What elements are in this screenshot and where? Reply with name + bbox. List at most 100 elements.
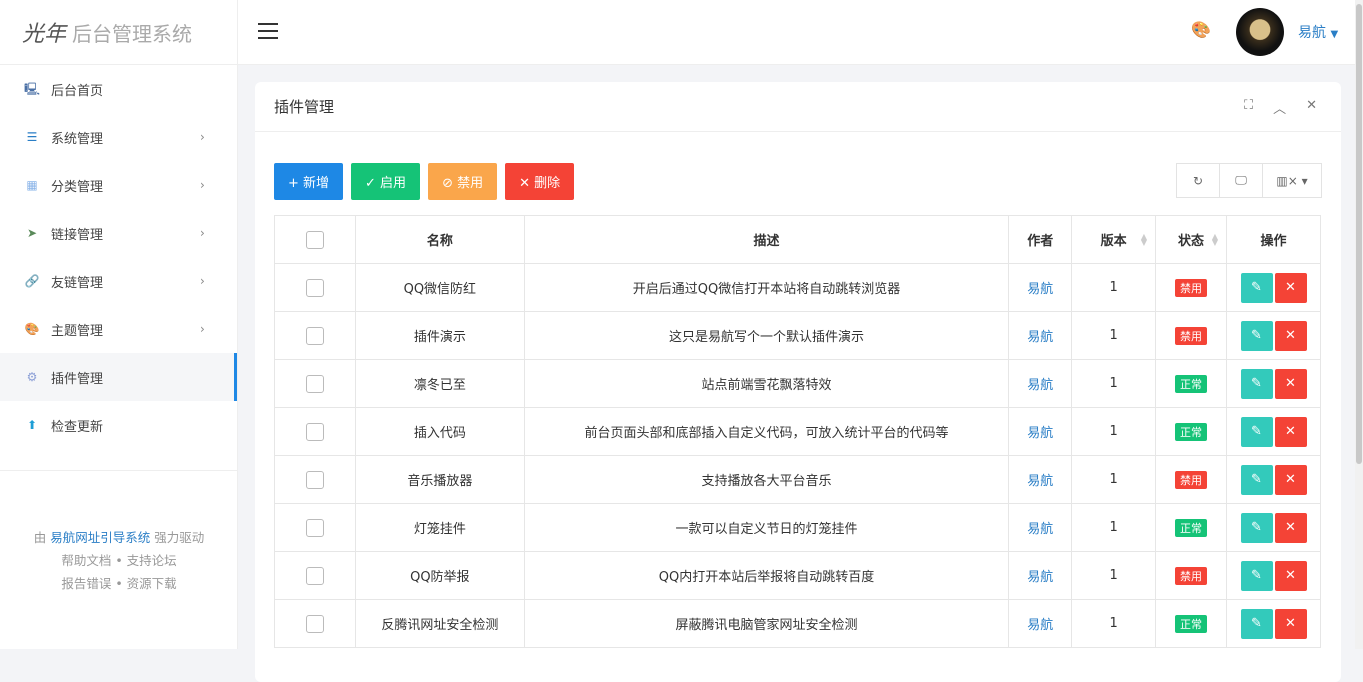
sidebar-item-label: 友链管理 (51, 275, 104, 291)
plugin-author[interactable]: 易航 (1008, 407, 1073, 456)
sidebar-item-6[interactable]: ⚙ 插件管理 (0, 353, 237, 401)
col-status[interactable]: 状态 ▲ ▼ (1155, 215, 1228, 264)
close-icon: ✕ (1285, 519, 1296, 535)
collapse-icon[interactable]: ︿ (1273, 102, 1287, 117)
sidebar-item-5[interactable]: 🎨 主题管理 › (0, 305, 237, 353)
row-checkbox[interactable] (305, 326, 324, 345)
plugin-desc: 这只是易航写个一个默认插件演示 (523, 311, 1010, 360)
sidebar-item-label: 链接管理 (51, 227, 104, 243)
columns-icon[interactable]: ▥× ▾ (1276, 173, 1308, 188)
pencil-icon: ✎ (1251, 519, 1262, 535)
select-all-checkbox[interactable] (305, 230, 324, 249)
download-link[interactable]: 资源下载 (126, 576, 177, 591)
disable-button[interactable]: ⊘ 禁用 (428, 163, 498, 200)
plugin-icon: ⚙ (26, 370, 38, 384)
status-cell: 禁用 (1155, 455, 1228, 504)
edit-button[interactable]: ✎ (1240, 272, 1273, 303)
add-button[interactable]: + 新增 (274, 163, 344, 200)
pencil-icon: ✎ (1251, 423, 1262, 439)
chevron-right-icon: › (200, 322, 205, 336)
status-badge: 正常 (1175, 374, 1208, 393)
status-badge: 禁用 (1175, 566, 1208, 585)
sidebar-item-1[interactable]: ☰ 系统管理 › (0, 113, 237, 161)
plugin-desc: 一款可以自定义节日的灯笼挂件 (523, 503, 1010, 552)
menu-toggle-icon[interactable] (258, 23, 278, 44)
sidebar-item-label: 主题管理 (51, 323, 104, 339)
separator: • (115, 553, 123, 568)
actions-cell: ✎ ✕ (1226, 503, 1321, 552)
palette-icon[interactable]: 🎨 (1191, 20, 1211, 39)
delete-row-button[interactable]: ✕ (1274, 416, 1307, 447)
report-link[interactable]: 报告错误 (61, 576, 112, 591)
row-select-cell (274, 599, 356, 648)
toggle-view-icon[interactable]: 🖵 (1220, 164, 1263, 197)
plugin-desc: QQ内打开本站后举报将自动跳转百度 (523, 551, 1010, 600)
top-header: 🎨 易航 ▼ (238, 0, 1363, 65)
row-checkbox[interactable] (305, 470, 324, 489)
sidebar: 光年 后台管理系统 🖳 后台首页 ☰ 系统管理 › ▦ 分类管理 › ➤ 链接管理 › 🔗 友链管理 › 🎨 主… (0, 0, 238, 649)
enable-button[interactable]: ✓ 启用 (351, 163, 421, 200)
edit-button[interactable]: ✎ (1240, 512, 1273, 543)
sidebar-item-3[interactable]: ➤ 链接管理 › (0, 209, 237, 257)
edit-button[interactable]: ✎ (1240, 464, 1273, 495)
table-row: 灯笼挂件 一款可以自定义节日的灯笼挂件 易航 1 正常 ✎ ✕ (274, 503, 1321, 552)
plugin-name: 插入代码 (354, 407, 525, 456)
chevron-right-icon: › (200, 274, 205, 288)
close-icon: ✕ (1285, 567, 1296, 583)
table-row: 插件演示 这只是易航写个一个默认插件演示 易航 1 禁用 ✎ ✕ (274, 311, 1321, 360)
delete-row-button[interactable]: ✕ (1274, 464, 1307, 495)
plugin-author[interactable]: 易航 (1008, 503, 1073, 552)
edit-button[interactable]: ✎ (1240, 368, 1273, 399)
actions-cell: ✎ ✕ (1226, 311, 1321, 360)
plugin-desc: 站点前端雪花飘落特效 (523, 359, 1010, 408)
table-row: QQ防举报 QQ内打开本站后举报将自动跳转百度 易航 1 禁用 ✎ ✕ (274, 551, 1321, 600)
avatar[interactable] (1236, 8, 1284, 56)
edit-button[interactable]: ✎ (1240, 416, 1273, 447)
help-docs-link[interactable]: 帮助文档 (61, 553, 112, 568)
col-desc: 描述 (523, 215, 1010, 264)
plugin-author[interactable]: 易航 (1008, 359, 1073, 408)
edit-button[interactable]: ✎ (1240, 608, 1273, 639)
row-checkbox[interactable] (305, 422, 324, 441)
delete-row-button[interactable]: ✕ (1274, 368, 1307, 399)
plugin-author[interactable]: 易航 (1008, 551, 1073, 600)
logo[interactable]: 光年 后台管理系统 (0, 0, 237, 65)
row-checkbox[interactable] (305, 614, 324, 633)
row-checkbox[interactable] (305, 518, 324, 537)
sidebar-item-7[interactable]: ⬆ 检查更新 (0, 401, 237, 449)
plugin-name: 凛冬已至 (354, 359, 525, 408)
delete-button[interactable]: ✕ 删除 (505, 163, 575, 200)
row-checkbox[interactable] (305, 566, 324, 585)
row-select-cell (274, 503, 356, 552)
plugin-author[interactable]: 易航 (1008, 263, 1073, 312)
row-checkbox[interactable] (305, 374, 324, 393)
footer-brand-link[interactable]: 易航网址引导系统 (50, 530, 151, 545)
col-version[interactable]: 版本 ▲ ▼ (1071, 215, 1157, 264)
status-cell: 禁用 (1155, 551, 1228, 600)
plugin-author[interactable]: 易航 (1008, 455, 1073, 504)
row-select-cell (274, 359, 356, 408)
delete-row-button[interactable]: ✕ (1274, 320, 1307, 351)
sidebar-item-0[interactable]: 🖳 后台首页 (0, 65, 237, 113)
pencil-icon: ✎ (1251, 471, 1262, 487)
page-scrollbar[interactable] (1355, 0, 1363, 649)
delete-row-button[interactable]: ✕ (1274, 608, 1307, 639)
plugin-author[interactable]: 易航 (1008, 599, 1073, 648)
refresh-icon[interactable]: ↻ (1177, 164, 1220, 197)
edit-button[interactable]: ✎ (1240, 560, 1273, 591)
pencil-icon: ✎ (1251, 567, 1262, 583)
delete-row-button[interactable]: ✕ (1274, 272, 1307, 303)
fullscreen-icon[interactable]: ⛶ (1243, 98, 1254, 113)
user-menu[interactable]: 易航 ▼ (1298, 22, 1338, 42)
close-icon[interactable]: ✕ (1306, 98, 1317, 113)
plugin-desc: 前台页面头部和底部插入自定义代码，可放入统计平台的代码等 (523, 407, 1010, 456)
forum-link[interactable]: 支持论坛 (126, 553, 177, 568)
sidebar-item-4[interactable]: 🔗 友链管理 › (0, 257, 237, 305)
row-checkbox[interactable] (305, 278, 324, 297)
sidebar-item-2[interactable]: ▦ 分类管理 › (0, 161, 237, 209)
close-icon: ✕ (1285, 423, 1296, 439)
delete-row-button[interactable]: ✕ (1274, 560, 1307, 591)
edit-button[interactable]: ✎ (1240, 320, 1273, 351)
plugin-author[interactable]: 易航 (1008, 311, 1073, 360)
delete-row-button[interactable]: ✕ (1274, 512, 1307, 543)
